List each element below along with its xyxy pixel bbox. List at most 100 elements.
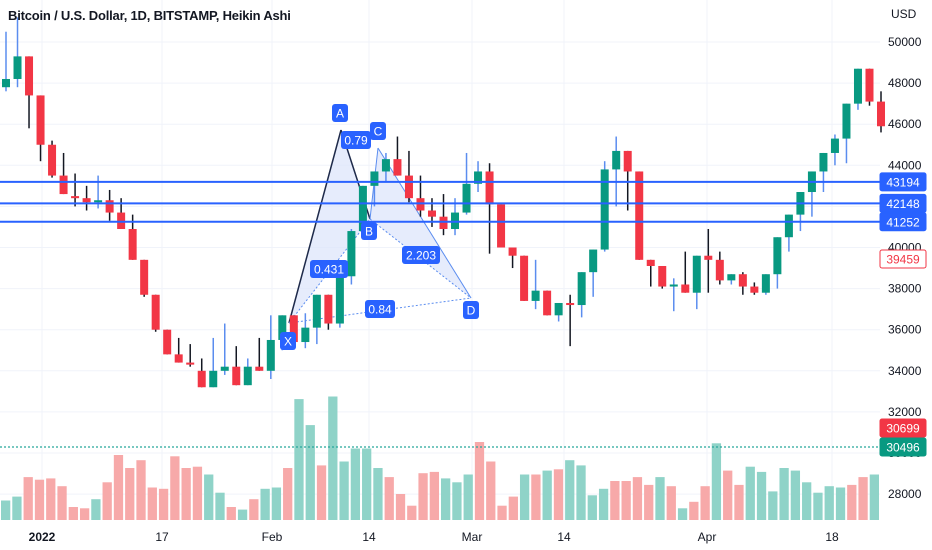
bcd-triangle [370,148,471,298]
candle-body [462,183,471,213]
volume-bar [474,442,485,520]
candle-body [543,290,552,316]
svg-text:0.84: 0.84 [368,303,392,317]
candle-body [427,210,436,217]
volume-bar [91,499,101,520]
price-tick: 46000 [888,117,922,131]
volume-bar [734,484,744,520]
candle-body [784,214,793,238]
volume-bar [621,481,631,520]
price-tick: 28000 [888,487,922,501]
volume-bar [305,425,315,520]
time-axis[interactable]: 2022 17 Feb 14 Mar 14 Apr 18 [29,530,839,544]
point-b-badge [361,222,377,240]
volume-bar [294,399,304,520]
ratio-xb-label [310,260,348,278]
volume-bar [215,492,225,520]
volume-bar [34,479,45,520]
candle-body [635,171,644,260]
volume-bar [486,461,496,520]
candle-body [508,247,517,256]
candle-body [404,175,413,199]
point-a-badge [332,104,348,122]
volume-bar [813,492,823,520]
time-tick: Mar [462,530,483,544]
volume-bar [768,491,778,520]
candle-body [612,150,621,170]
horizontal-levels[interactable] [0,180,880,223]
candle-body [140,259,149,295]
volume-bar [113,455,124,520]
svg-text:43194: 43194 [886,175,920,189]
candle-body [358,185,367,232]
candle-body [289,315,298,343]
candle-body [877,101,886,127]
candle-body [2,78,10,88]
candle-body [255,366,264,371]
volume-bar [23,477,33,520]
candle-body [186,362,195,365]
candle-body [727,274,736,281]
point-x-badge [280,332,296,350]
volume-bar [260,488,270,520]
price-axis-tags: 43194 42148 41252 39459 30699 30496 [879,172,927,457]
candle-body [324,294,333,324]
candlesticks [2,17,886,388]
volume-bar [147,487,157,520]
volume-bar [181,468,191,520]
candle-body [174,354,183,363]
currency-label: USD [891,7,917,21]
volume-bar [610,481,620,520]
harmonic-pattern-labels: A C B X D 0.79 0.431 2.203 0.84 [280,104,479,350]
volume-bar [158,488,169,520]
candle-body [82,198,91,203]
price-tick: 36000 [888,323,922,337]
candle-body [71,196,80,199]
volume-bar [339,461,349,520]
volume-bar [237,509,248,520]
svg-text:39459: 39459 [886,253,920,267]
volume-bar [723,470,733,520]
volume-bar [508,496,518,520]
candle-body [197,370,206,388]
candle-body [865,68,874,102]
time-tick: Feb [262,530,283,544]
volume-bar [125,468,135,520]
volume-bar [362,448,372,520]
candle-body [36,95,45,145]
volume-bar [226,507,236,520]
volume-bar [136,460,146,520]
ratio-bd-label [402,246,440,264]
volume-bar [452,482,462,520]
candle-body [750,286,759,293]
candle-body [761,274,770,293]
candle-body [312,294,321,328]
volume-bar [711,443,722,520]
candle-body [243,366,252,386]
candle-body [842,103,851,139]
volume-bar [395,494,406,520]
volume-bar [1,500,11,520]
candle-body [589,249,598,273]
volume-bar [316,465,327,520]
time-tick: 18 [825,530,839,544]
volume-tag [879,418,927,438]
svg-text:A: A [336,107,344,121]
time-tick: Apr [698,530,717,544]
volume-bar [497,505,507,520]
candle-body [497,204,506,248]
price-tick: 48000 [888,76,922,90]
volume-bar [463,474,473,520]
candle-body [381,159,390,172]
svg-text:B: B [365,225,373,239]
candle-body [830,138,839,153]
candle-body [278,315,287,340]
xab-triangle [289,130,370,323]
candle-body [577,272,586,306]
candle-body [347,231,356,277]
candle-body [128,229,137,260]
candle-body [773,237,782,275]
last-price-tag [879,249,927,269]
volume-bar [68,507,78,520]
